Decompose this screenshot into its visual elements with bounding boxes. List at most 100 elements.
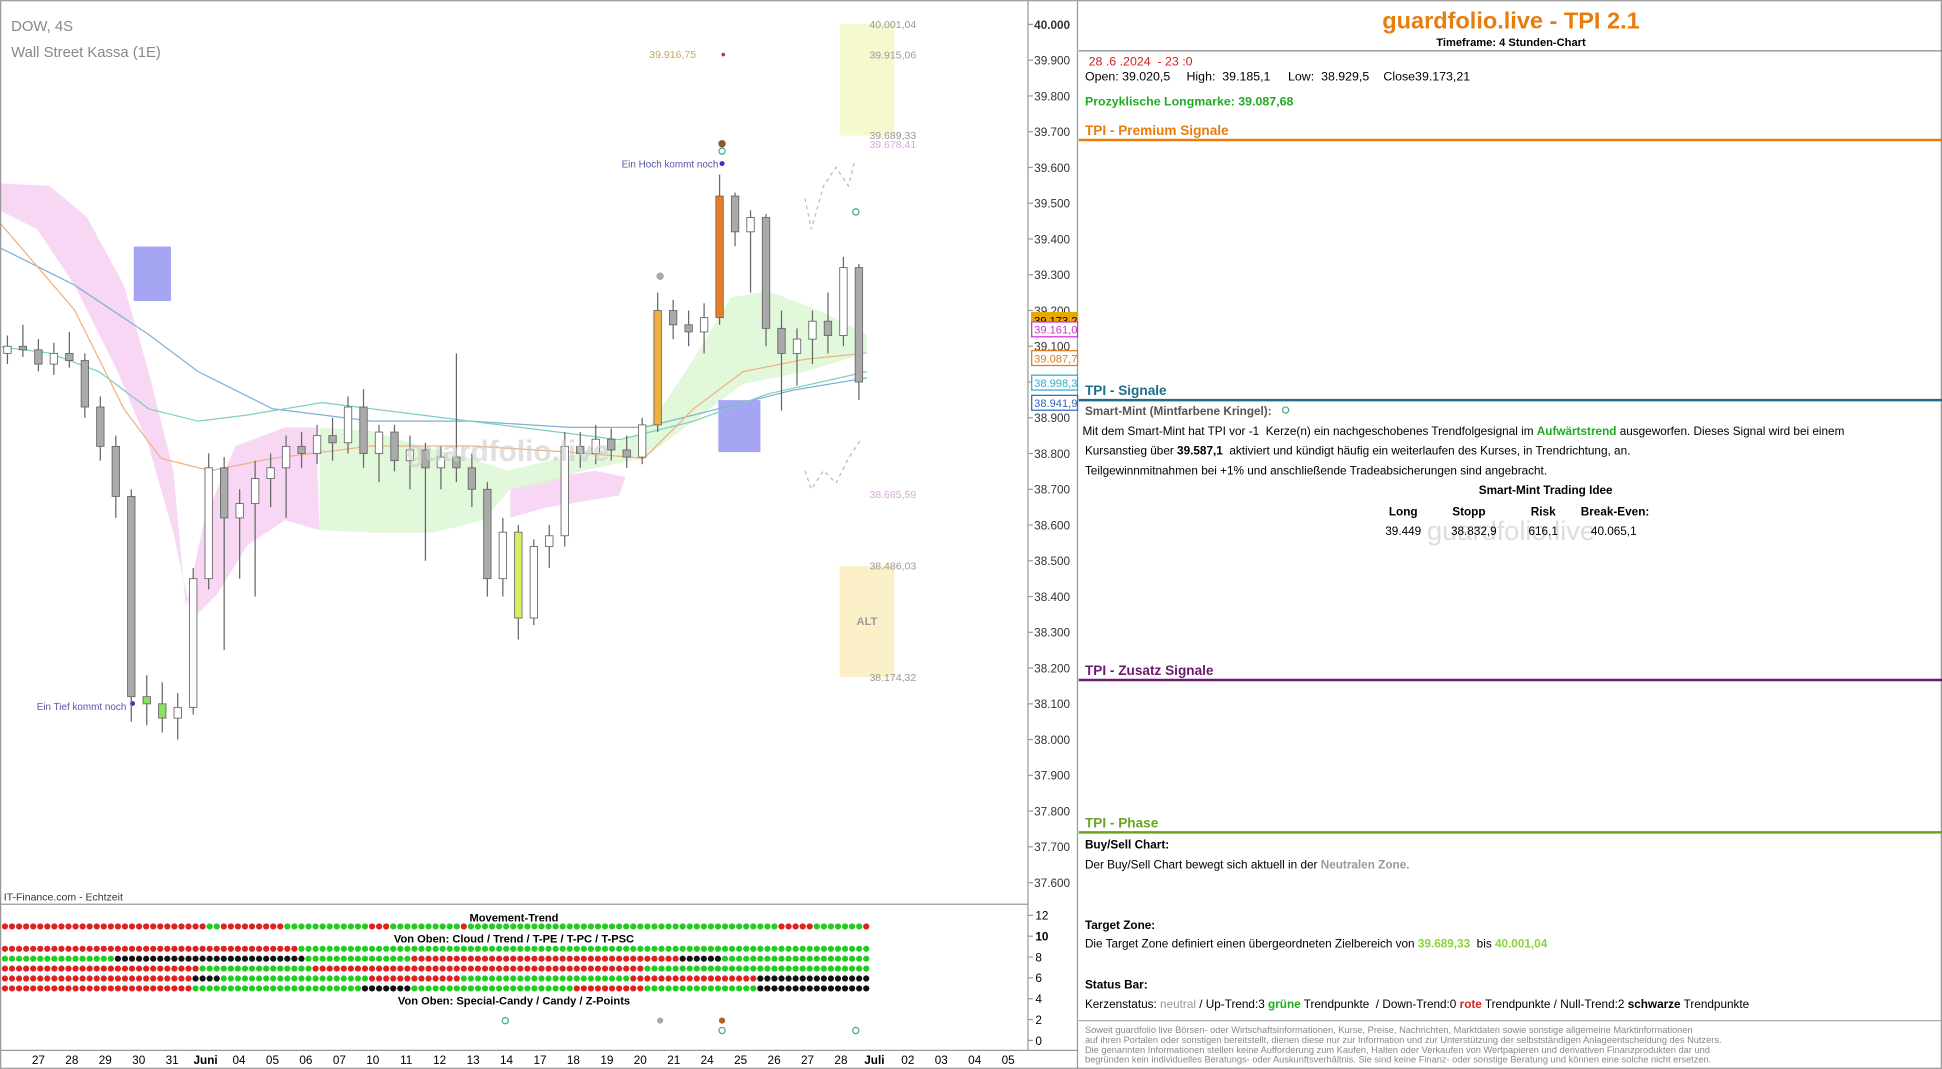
status-dot	[700, 985, 707, 992]
status-dot	[383, 955, 390, 962]
text-line: Teilgewinnmitnahmen bei +1% und anschlie…	[1085, 464, 1547, 477]
status-dot	[608, 923, 616, 930]
status-dot	[185, 955, 192, 962]
status-dot	[841, 945, 849, 952]
status-dot	[538, 923, 545, 930]
status-dot	[51, 945, 58, 952]
candle-body	[281, 445, 291, 469]
status-dot	[488, 945, 496, 952]
status-dot	[644, 985, 651, 992]
y-tick-label: 39.600	[1034, 162, 1070, 175]
status-dot	[135, 985, 143, 992]
candle-body	[668, 310, 678, 326]
candle-body	[312, 435, 322, 454]
candle-body	[390, 431, 399, 462]
candle-body	[328, 435, 337, 444]
status-dot	[284, 975, 291, 982]
status-dot	[93, 985, 100, 992]
zone-label: ALT	[857, 616, 878, 628]
candle-body	[359, 406, 368, 454]
watermark: guardfolio.live	[1427, 515, 1595, 546]
status-dot	[192, 945, 199, 952]
date-label: 28	[65, 1054, 79, 1067]
section-title: TPI - Phase	[1085, 815, 1159, 830]
status-dot	[559, 985, 566, 992]
status-dot	[277, 985, 284, 992]
status-dot	[545, 945, 552, 952]
status-dot	[757, 965, 764, 972]
date-label: 24	[701, 1054, 715, 1067]
status-dot	[679, 975, 686, 982]
status-dot	[150, 945, 157, 952]
status-dot	[340, 955, 347, 962]
status-dot	[587, 975, 594, 982]
status-dot	[178, 923, 185, 930]
status-dot	[686, 955, 693, 962]
status-dot	[728, 985, 736, 992]
status-dot	[213, 985, 220, 992]
status-dot	[637, 945, 644, 952]
status-dot	[178, 975, 185, 982]
date-label: 30	[132, 1054, 146, 1067]
status-dot	[672, 975, 679, 982]
status-dot	[411, 945, 418, 952]
status-dot	[79, 965, 86, 972]
status-dot	[460, 975, 467, 982]
status-dot	[411, 923, 418, 930]
status-dot	[58, 985, 65, 992]
status-dot	[538, 965, 545, 972]
moving-average	[0, 222, 868, 472]
status-dot	[849, 965, 856, 972]
status-dot	[771, 955, 778, 962]
signal-dot	[721, 52, 726, 57]
y-tick-label: 38.600	[1034, 519, 1070, 532]
status-dot	[799, 975, 806, 982]
price-tag-label: 39.087,7	[1034, 353, 1077, 365]
status-dot	[834, 945, 842, 952]
status-dot	[757, 955, 764, 962]
text-line: Kerzenstatus: neutral / Up-Trend:3 grüne…	[1085, 998, 1750, 1011]
table-cell: 616,1	[1528, 525, 1557, 538]
phase-heading: Buy/Sell Chart:	[1085, 838, 1169, 851]
status-dot	[93, 965, 100, 972]
status-dot	[510, 975, 517, 982]
status-dot	[721, 923, 729, 930]
status-dot	[227, 923, 234, 930]
status-dot	[220, 975, 227, 982]
status-dot	[432, 923, 439, 930]
status-dot	[827, 923, 835, 930]
status-dot	[361, 965, 369, 972]
status-dot	[736, 985, 743, 992]
y-tick-label: 38.000	[1034, 734, 1070, 747]
status-dot	[305, 975, 312, 982]
status-dot	[665, 985, 672, 992]
status-dot	[827, 975, 835, 982]
status-dot	[114, 985, 122, 992]
status-dot	[496, 975, 503, 982]
status-dot	[425, 985, 432, 992]
status-dot	[686, 975, 693, 982]
y-tick-label: 38.700	[1034, 484, 1070, 497]
status-dot	[517, 975, 524, 982]
status-dot	[566, 923, 573, 930]
y-tick-label: 38.200	[1034, 662, 1070, 675]
status-dot	[333, 955, 340, 962]
status-dot	[241, 965, 249, 972]
status-dot	[143, 985, 150, 992]
price-tag-label: 39.161,0	[1034, 325, 1077, 337]
y-tick-label: 38.800	[1034, 448, 1070, 461]
status-dot	[185, 923, 192, 930]
status-dot	[220, 985, 227, 992]
status-dot	[143, 945, 150, 952]
candle-body	[374, 431, 384, 454]
status-dot	[721, 945, 729, 952]
candle-body	[761, 217, 771, 329]
status-dot	[856, 965, 863, 972]
date-label: 29	[99, 1054, 112, 1067]
status-dot	[820, 975, 827, 982]
status-dot	[806, 945, 813, 952]
status-dot	[608, 965, 616, 972]
status-dot	[1, 945, 9, 952]
status-dot	[665, 965, 672, 972]
status-dot	[185, 965, 192, 972]
